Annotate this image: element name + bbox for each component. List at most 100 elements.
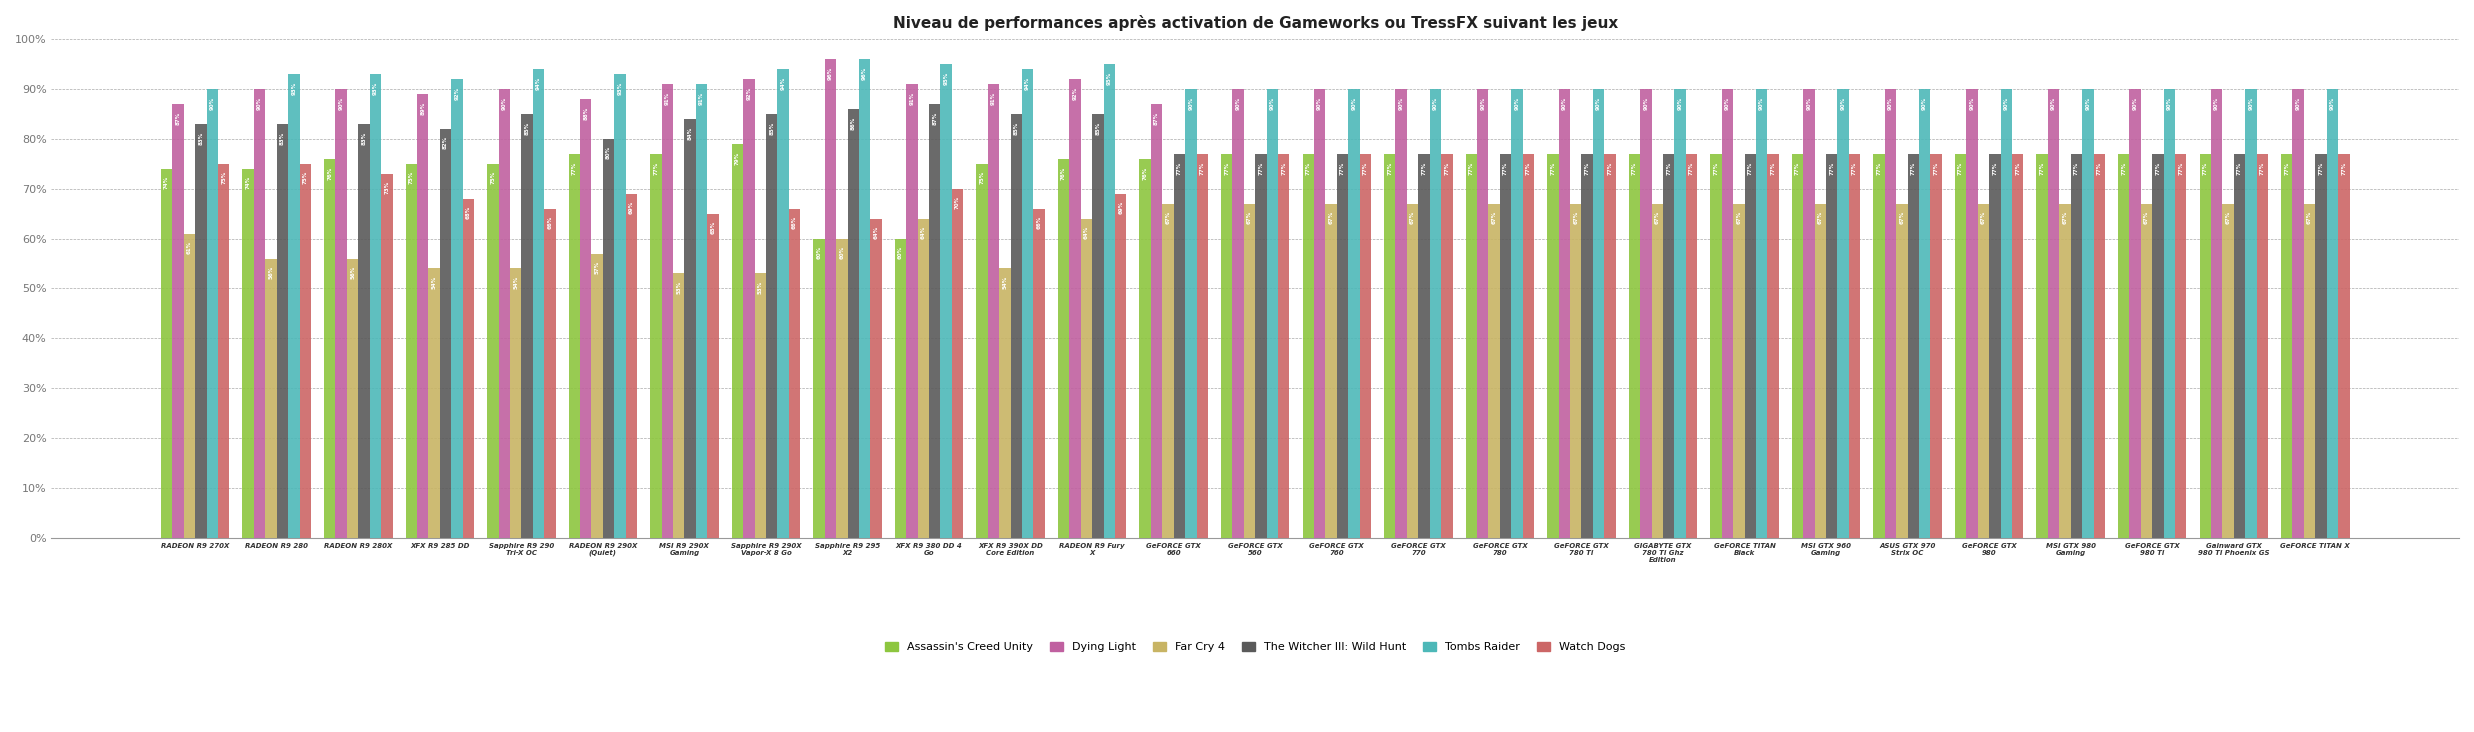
Bar — [255, 89, 265, 538]
Bar — [381, 173, 393, 538]
Text: 87%: 87% — [176, 111, 181, 124]
Bar — [487, 164, 500, 538]
Bar — [1383, 154, 1395, 538]
Text: 64%: 64% — [1084, 226, 1089, 239]
Bar — [1477, 89, 1489, 538]
Text: 77%: 77% — [653, 161, 658, 174]
Text: 77%: 77% — [2073, 161, 2078, 174]
Text: 69%: 69% — [1118, 201, 1123, 214]
Text: 90%: 90% — [1479, 97, 1484, 110]
Bar — [824, 59, 836, 538]
Text: 77%: 77% — [1910, 161, 1915, 174]
Text: 54%: 54% — [430, 276, 435, 289]
Text: 61%: 61% — [188, 241, 193, 254]
Text: 66%: 66% — [547, 216, 552, 229]
Bar — [1009, 114, 1022, 538]
Bar — [1603, 154, 1616, 538]
Title: Niveau de performances après activation de Gameworks ou TressFX suivant les jeux: Niveau de performances après activation … — [893, 15, 1618, 31]
Text: 69%: 69% — [628, 201, 633, 214]
Text: 74%: 74% — [245, 176, 250, 190]
Bar — [1640, 89, 1653, 538]
Text: 90%: 90% — [1316, 97, 1321, 110]
Bar — [1920, 89, 1930, 538]
Text: 65%: 65% — [710, 221, 715, 234]
Bar — [532, 69, 544, 538]
Bar — [1766, 154, 1779, 538]
Text: 66%: 66% — [792, 216, 797, 229]
Bar — [2130, 89, 2140, 538]
Bar — [1301, 154, 1314, 538]
Bar — [569, 154, 579, 538]
Text: 53%: 53% — [675, 281, 680, 294]
Bar — [2036, 154, 2048, 538]
Bar — [1512, 89, 1522, 538]
Text: 90%: 90% — [1759, 97, 1764, 110]
Text: 94%: 94% — [1024, 77, 1029, 90]
Text: 77%: 77% — [1690, 161, 1695, 174]
Bar — [1804, 89, 1813, 538]
Text: 77%: 77% — [1665, 161, 1670, 174]
Text: 85%: 85% — [1014, 122, 1019, 135]
Text: 57%: 57% — [594, 261, 599, 274]
Text: 77%: 77% — [1992, 161, 1997, 174]
Bar — [2083, 89, 2093, 538]
Bar — [1663, 154, 1675, 538]
Text: 77%: 77% — [1633, 161, 1638, 174]
Bar — [708, 214, 717, 538]
Text: 77%: 77% — [2318, 161, 2323, 174]
Text: 95%: 95% — [943, 72, 948, 85]
Bar — [836, 239, 849, 538]
Bar — [195, 124, 208, 538]
Bar — [1685, 154, 1697, 538]
Text: 90%: 90% — [1188, 97, 1192, 110]
Text: 77%: 77% — [2039, 161, 2044, 174]
Text: 90%: 90% — [2004, 97, 2009, 110]
Text: 64%: 64% — [920, 226, 925, 239]
Text: 77%: 77% — [1178, 161, 1183, 174]
Text: 74%: 74% — [163, 176, 168, 190]
Text: 90%: 90% — [1432, 97, 1437, 110]
Text: 92%: 92% — [455, 86, 460, 100]
Bar — [626, 194, 638, 538]
Bar — [2071, 154, 2083, 538]
Text: 66%: 66% — [1037, 216, 1042, 229]
Bar — [695, 84, 708, 538]
Bar — [1744, 154, 1757, 538]
Bar — [359, 124, 369, 538]
Bar — [1185, 89, 1197, 538]
Text: 70%: 70% — [955, 196, 960, 209]
Bar — [1722, 89, 1734, 538]
Bar — [1059, 159, 1069, 538]
Bar — [1336, 154, 1348, 538]
Bar — [1826, 154, 1838, 538]
Text: 76%: 76% — [1143, 166, 1148, 179]
Bar — [1314, 89, 1326, 538]
Text: 67%: 67% — [1329, 211, 1333, 225]
Bar — [450, 79, 463, 538]
Text: 90%: 90% — [1922, 97, 1927, 110]
Text: 90%: 90% — [1724, 97, 1729, 110]
Text: 94%: 94% — [782, 77, 787, 90]
Text: 77%: 77% — [1282, 161, 1286, 174]
Text: 90%: 90% — [1351, 97, 1356, 110]
Text: 77%: 77% — [1771, 161, 1776, 174]
Text: 77%: 77% — [1586, 161, 1591, 174]
Text: 77%: 77% — [1470, 161, 1475, 174]
Text: 84%: 84% — [688, 127, 693, 140]
Text: 77%: 77% — [1853, 161, 1858, 174]
Bar — [1465, 154, 1477, 538]
Bar — [1197, 154, 1207, 538]
Bar — [544, 209, 557, 538]
Bar — [2001, 89, 2011, 538]
Bar — [1395, 89, 1408, 538]
Text: 90%: 90% — [1841, 97, 1846, 110]
Bar — [2281, 154, 2293, 538]
Text: 77%: 77% — [1504, 161, 1509, 174]
Bar — [2152, 154, 2165, 538]
Bar — [1418, 154, 1430, 538]
Bar — [1546, 154, 1559, 538]
Text: 77%: 77% — [1363, 161, 1368, 174]
Bar — [2303, 203, 2316, 538]
Text: 77%: 77% — [2016, 161, 2021, 174]
Bar — [1442, 154, 1452, 538]
